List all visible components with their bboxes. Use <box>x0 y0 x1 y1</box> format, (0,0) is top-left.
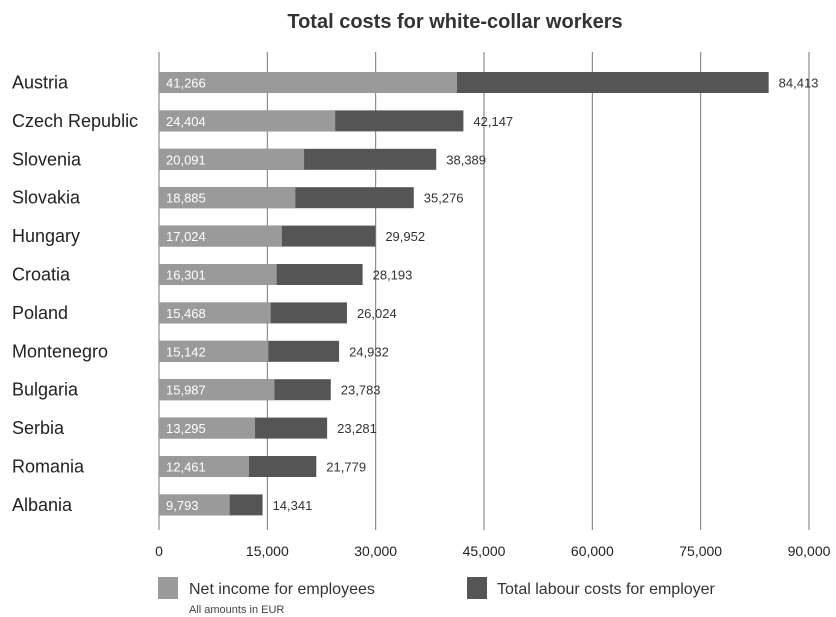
x-tick-label: 75,000 <box>679 543 722 559</box>
x-tick-label: 30,000 <box>354 543 397 559</box>
data-label-net-income: 15,987 <box>166 383 206 398</box>
data-label-labour-costs: 38,389 <box>446 152 486 167</box>
data-label-labour-costs: 14,341 <box>273 498 313 513</box>
x-tick-label: 45,000 <box>463 543 506 559</box>
x-tick-label: 15,000 <box>246 543 289 559</box>
data-label-labour-costs: 28,193 <box>373 268 413 283</box>
data-label-net-income: 41,266 <box>166 76 206 91</box>
category-label: Austria <box>12 73 69 93</box>
data-label-net-income: 9,793 <box>166 498 199 513</box>
legend-label-labour-costs: Total labour costs for employer <box>497 581 716 598</box>
category-label: Czech Republic <box>12 111 138 131</box>
category-label: Albania <box>12 495 73 515</box>
bar-net-income <box>159 494 230 516</box>
category-label: Romania <box>12 457 85 477</box>
data-label-net-income: 20,091 <box>166 152 206 167</box>
bar-net-income <box>159 187 296 209</box>
gridlines <box>158 52 810 530</box>
bar-net-income <box>159 225 282 247</box>
legend-swatch-net-income <box>158 577 178 599</box>
x-tick-label: 0 <box>155 543 163 559</box>
data-label-labour-costs: 24,932 <box>349 344 389 359</box>
legend: Net income for employees Total labour co… <box>158 577 716 616</box>
category-label: Serbia <box>12 418 65 438</box>
bar-net-income <box>159 148 305 170</box>
data-label-labour-costs: 26,024 <box>357 306 397 321</box>
bar-net-income <box>159 379 275 401</box>
data-label-net-income: 16,301 <box>166 268 206 283</box>
legend-swatch-labour-costs <box>467 577 487 599</box>
data-label-labour-costs: 23,783 <box>341 383 381 398</box>
data-label-labour-costs: 35,276 <box>424 191 464 206</box>
data-label-labour-costs: 23,281 <box>337 421 377 436</box>
category-label: Poland <box>12 303 68 323</box>
legend-label-net-income: Net income for employees <box>189 581 375 598</box>
data-label-net-income: 17,024 <box>166 229 206 244</box>
category-label: Bulgaria <box>12 380 79 400</box>
currency-note: All amounts in EUR <box>189 604 284 616</box>
data-label-net-income: 15,142 <box>166 344 206 359</box>
data-label-net-income: 12,461 <box>166 460 206 475</box>
category-labels: Austria Czech Republic Slovenia Slovakia Hun… <box>12 73 138 515</box>
data-label-labour-costs: 84,413 <box>779 76 819 91</box>
bar-net-income <box>159 72 458 93</box>
x-tick-label: 60,000 <box>571 543 614 559</box>
bar-net-income <box>159 340 269 362</box>
bar-net-income <box>159 302 271 324</box>
bar-net-income <box>159 417 256 439</box>
x-tick-label: 90,000 <box>788 543 831 559</box>
bar-net-income <box>159 110 336 132</box>
data-label-net-income: 24,404 <box>166 114 206 129</box>
bar-net-income <box>159 456 249 477</box>
data-label-labour-costs: 21,779 <box>326 460 366 475</box>
data-label-net-income: 15,468 <box>166 306 206 321</box>
data-label-labour-costs: 42,147 <box>473 114 513 129</box>
data-label-labour-costs: 29,952 <box>385 229 425 244</box>
bar-net-income <box>159 264 277 285</box>
data-label-net-income: 13,295 <box>166 421 206 436</box>
category-label: Montenegro <box>12 341 108 361</box>
data-label-net-income: 18,885 <box>166 191 206 206</box>
category-label: Slovakia <box>12 188 81 208</box>
category-label: Slovenia <box>12 149 82 169</box>
category-label: Croatia <box>12 265 71 285</box>
bars: 41,266 84,413 24,404 42,147 20,091 38,389 18,8… <box>159 72 819 516</box>
category-label: Hungary <box>12 226 80 246</box>
chart-title: Total costs for white-collar workers <box>287 11 622 33</box>
x-tick-labels: 0 15,000 30,000 45,000 60,000 75,000 90,000 <box>155 543 831 559</box>
